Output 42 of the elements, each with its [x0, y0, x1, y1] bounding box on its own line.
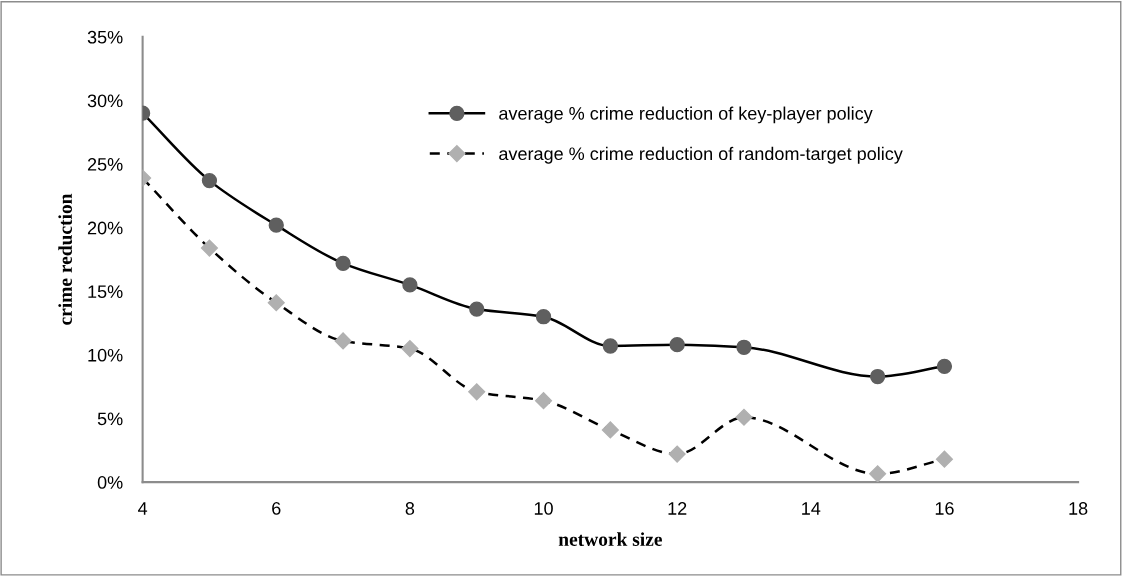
point — [668, 445, 686, 463]
point — [535, 309, 552, 325]
point — [869, 368, 886, 385]
point — [936, 358, 953, 374]
point — [736, 339, 752, 355]
point — [201, 172, 218, 189]
point — [735, 408, 753, 426]
y-tick-label: 35% — [87, 30, 123, 44]
x-tick-label: 14 — [802, 502, 821, 515]
y-tick-label: 25% — [87, 158, 123, 171]
point — [402, 277, 418, 293]
y-tick-label: 15% — [88, 285, 123, 299]
point — [669, 337, 685, 353]
legend-label: average % crime reduction of random-target policy — [499, 146, 903, 164]
point — [401, 339, 419, 358]
x-tick-label: 12 — [668, 502, 687, 515]
legend-label: average % crime reduction of key-player policy — [499, 106, 873, 124]
x-tick-label: 8 — [405, 502, 415, 515]
point — [869, 465, 887, 483]
x-tick-label: 6 — [272, 502, 281, 515]
x-tick-label: 4 — [138, 502, 148, 515]
point — [268, 217, 284, 233]
y-tick-label: 5% — [97, 412, 123, 426]
point — [534, 392, 553, 410]
y-tick-label: 10% — [88, 348, 123, 362]
point — [602, 338, 618, 354]
y-tick-label: 20% — [87, 221, 123, 235]
point — [267, 294, 285, 312]
point — [468, 383, 486, 401]
y-tick-label: 0% — [97, 476, 123, 489]
y-axis-title: crime reduction — [58, 193, 73, 325]
x-tick-label: 10 — [534, 502, 553, 515]
point — [335, 255, 351, 271]
point — [200, 239, 218, 257]
y-tick-label: 30% — [87, 94, 123, 108]
point — [601, 421, 619, 439]
x-tick-label: 16 — [935, 502, 954, 515]
x-tick-label: 18 — [1069, 502, 1088, 515]
x-axis-title: network size — [558, 532, 662, 546]
point — [334, 332, 352, 350]
point — [469, 301, 485, 317]
point — [935, 450, 953, 468]
